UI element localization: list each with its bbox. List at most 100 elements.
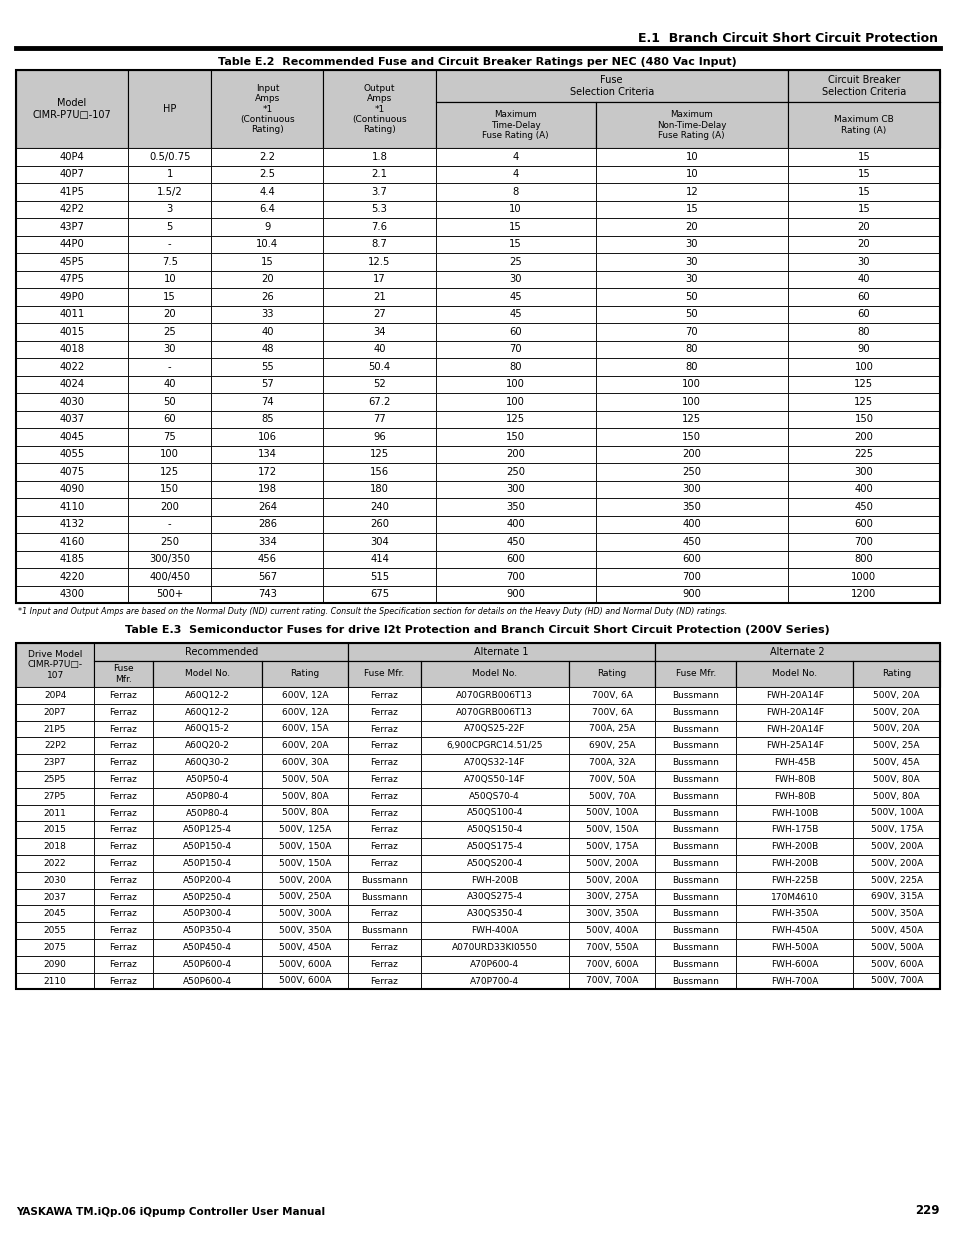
Text: A50P600-4: A50P600-4 — [182, 960, 232, 968]
Bar — [436, 551, 595, 568]
Bar — [787, 446, 939, 463]
Bar — [568, 872, 655, 889]
Text: 900: 900 — [506, 589, 524, 599]
Text: 15: 15 — [857, 169, 869, 179]
Bar — [16, 585, 128, 603]
Text: 150: 150 — [506, 432, 524, 442]
Bar — [853, 939, 939, 956]
Text: 4185: 4185 — [59, 555, 85, 564]
Text: 4018: 4018 — [59, 345, 85, 354]
Text: 414: 414 — [370, 555, 389, 564]
Bar — [212, 270, 323, 288]
Bar — [736, 923, 853, 939]
Bar — [323, 165, 436, 183]
Text: 47P5: 47P5 — [59, 274, 85, 284]
Text: A50P80-4: A50P80-4 — [185, 809, 229, 818]
Bar — [655, 905, 736, 923]
Bar — [568, 821, 655, 839]
Text: 10: 10 — [685, 169, 698, 179]
Bar — [436, 253, 595, 270]
Text: 60: 60 — [509, 327, 521, 337]
Text: 50: 50 — [685, 291, 698, 301]
Text: 500V, 100A: 500V, 100A — [870, 809, 922, 818]
Bar — [212, 429, 323, 446]
Bar — [212, 446, 323, 463]
Text: FWH-45B: FWH-45B — [773, 758, 815, 767]
Bar — [436, 341, 595, 358]
Bar — [348, 737, 420, 755]
Bar — [212, 568, 323, 585]
Bar — [261, 771, 348, 788]
Text: 1: 1 — [167, 169, 172, 179]
Text: Bussmann: Bussmann — [672, 792, 719, 800]
Text: 100: 100 — [160, 450, 179, 459]
Text: 20P7: 20P7 — [44, 708, 67, 716]
Bar — [420, 687, 568, 704]
Text: Bussmann: Bussmann — [672, 708, 719, 716]
Bar — [420, 737, 568, 755]
Text: A070GRB006T13: A070GRB006T13 — [456, 690, 533, 700]
Bar — [212, 410, 323, 429]
Bar — [16, 551, 128, 568]
Bar — [16, 148, 128, 165]
Text: A070URD33KI0550: A070URD33KI0550 — [452, 942, 537, 952]
Text: 500V, 80A: 500V, 80A — [873, 774, 919, 784]
Text: 675: 675 — [370, 589, 389, 599]
Text: FWH-80B: FWH-80B — [773, 774, 815, 784]
Bar — [323, 200, 436, 219]
Bar — [853, 737, 939, 755]
Text: FWH-20A14F: FWH-20A14F — [765, 690, 823, 700]
Bar — [16, 568, 128, 585]
Text: 9: 9 — [264, 222, 271, 232]
Bar — [420, 821, 568, 839]
Bar — [94, 771, 152, 788]
Bar — [787, 551, 939, 568]
Bar — [436, 324, 595, 341]
Bar — [323, 148, 436, 165]
Text: 334: 334 — [257, 537, 276, 547]
Bar — [853, 804, 939, 821]
Bar — [853, 973, 939, 989]
Bar — [94, 661, 152, 687]
Text: 27P5: 27P5 — [44, 792, 67, 800]
Text: Alternate 2: Alternate 2 — [769, 647, 824, 657]
Text: 30: 30 — [163, 345, 175, 354]
Text: FWH-200B: FWH-200B — [471, 876, 517, 884]
Text: 690V, 315A: 690V, 315A — [870, 893, 922, 902]
Bar — [655, 939, 736, 956]
Bar — [787, 236, 939, 253]
Bar — [595, 568, 787, 585]
Text: 500V, 700A: 500V, 700A — [870, 977, 922, 986]
Bar — [595, 236, 787, 253]
Text: 170M4610: 170M4610 — [770, 893, 818, 902]
Text: 450: 450 — [506, 537, 524, 547]
Text: 21P5: 21P5 — [44, 725, 67, 734]
Text: 500V, 80A: 500V, 80A — [281, 809, 328, 818]
Text: 500V, 25A: 500V, 25A — [873, 741, 919, 751]
Bar — [655, 804, 736, 821]
Bar — [261, 939, 348, 956]
Text: 52: 52 — [373, 379, 385, 389]
Bar — [94, 704, 152, 720]
Bar — [261, 855, 348, 872]
Text: 700A, 32A: 700A, 32A — [588, 758, 635, 767]
Bar — [787, 534, 939, 551]
Bar — [595, 305, 787, 324]
Text: 700: 700 — [854, 537, 872, 547]
Text: 134: 134 — [257, 450, 276, 459]
Bar — [348, 973, 420, 989]
Text: A30QS275-4: A30QS275-4 — [466, 893, 522, 902]
Text: 70: 70 — [685, 327, 698, 337]
Bar — [152, 804, 261, 821]
Bar — [655, 872, 736, 889]
Text: 2090: 2090 — [44, 960, 67, 968]
Text: 21: 21 — [373, 291, 385, 301]
Bar — [787, 270, 939, 288]
Bar — [436, 568, 595, 585]
Text: 456: 456 — [257, 555, 276, 564]
Bar — [152, 939, 261, 956]
Text: 55: 55 — [261, 362, 274, 372]
Text: 25: 25 — [509, 257, 521, 267]
Bar — [420, 839, 568, 855]
Bar — [853, 923, 939, 939]
